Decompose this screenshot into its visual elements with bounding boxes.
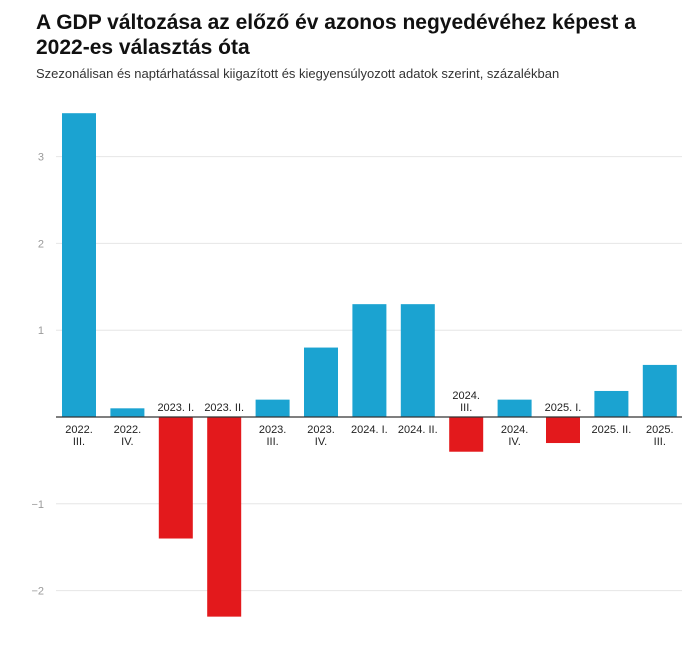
gridlines [56, 156, 682, 592]
bars [62, 113, 677, 617]
bar [642, 364, 677, 417]
bar [449, 417, 484, 452]
bar [255, 399, 290, 417]
bar [546, 417, 580, 444]
bar [207, 417, 242, 617]
x-category-label: 2023. III. [259, 424, 287, 448]
y-tick-label: 1 [38, 325, 44, 337]
x-category-label: 2022. IV. [114, 424, 142, 448]
y-tick-label: 3 [38, 152, 44, 164]
x-category-label: 2022. III. [65, 424, 93, 448]
x-category-label: 2025. III. [646, 424, 674, 448]
y-tick-label: −1 [31, 499, 44, 511]
x-category-label: 2023. IV. [307, 424, 335, 448]
y-tick-label: −2 [31, 586, 44, 598]
category-labels: 2022. III. 2022. IV. 2023. I. 2023. II. 2023. I… [65, 390, 673, 448]
x-category-label: 2024. II. [398, 424, 438, 436]
x-category-label: 2024. IV. [501, 424, 529, 448]
x-category-label: 2023. II. [204, 402, 244, 414]
bar [594, 390, 629, 417]
chart-subtitle: Szezonálisan és naptárhatással kiigazíto… [36, 66, 560, 81]
x-category-label: 2024. III. [452, 390, 480, 414]
bar [110, 408, 145, 417]
x-category-label: 2025. II. [592, 424, 632, 436]
x-category-label: 2023. I. [157, 402, 194, 414]
bar [304, 347, 338, 417]
bar [400, 304, 435, 417]
y-tick-label: 2 [38, 238, 44, 250]
chart-title: A GDP változása az előző év azonos negye… [36, 11, 636, 59]
y-axis-ticks: 3 2 1 −1 −2 [31, 152, 44, 598]
bar [62, 113, 96, 417]
x-category-label: 2024. I. [351, 424, 388, 436]
bar [158, 417, 193, 539]
bar [352, 304, 387, 417]
bar [497, 399, 532, 417]
x-category-label: 2025. I. [545, 402, 582, 414]
